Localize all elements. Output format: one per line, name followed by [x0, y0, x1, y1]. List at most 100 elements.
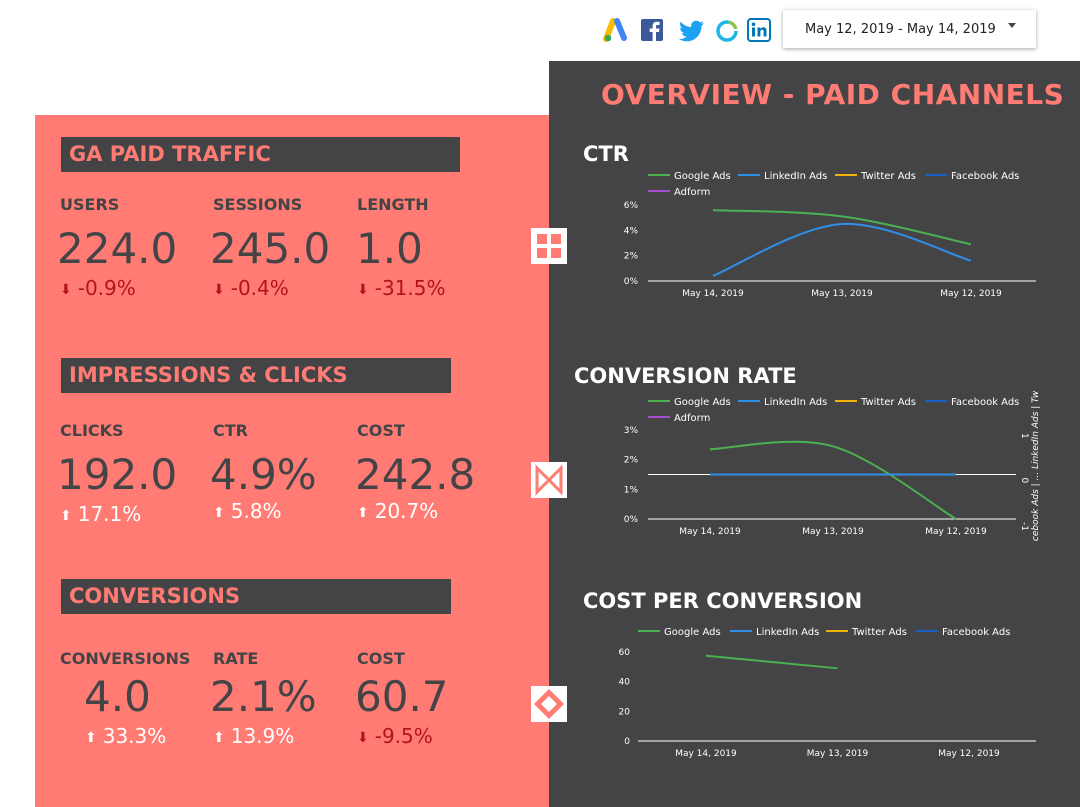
grid-icon [531, 228, 567, 264]
legend-label: Adform [674, 413, 710, 424]
legend-label: Facebook Ads [951, 397, 1019, 408]
twitter-icon[interactable] [678, 18, 704, 44]
legend-label: Adform [674, 187, 710, 198]
metric-value-conv-cost: 60.7 [355, 672, 449, 721]
y-tick-label: 6% [624, 201, 639, 211]
arrow-up-icon: ⬆ [357, 505, 369, 521]
metric-delta-ctr: ⬆ 5.8% [213, 499, 282, 523]
cost-per-conversion-chart: Google Ads LinkedIn Ads Twitter Ads Faceboo… [619, 627, 1036, 759]
metric-value-sessions: 245.0 [210, 224, 331, 273]
legend-label: Google Ads [664, 627, 721, 638]
x-tick-label: May 14, 2019 [675, 749, 737, 759]
facebook-icon[interactable] [640, 18, 666, 44]
legend-label: Facebook Ads [951, 171, 1019, 182]
metric-value-rate: 2.1% [210, 672, 317, 721]
ctr-chart: Google Ads LinkedIn Ads Twitter Ads Faceboo… [624, 171, 1036, 299]
adform-icon[interactable] [714, 18, 740, 44]
series-line-google-ads [709, 440, 957, 520]
metric-value-conversions: 4.0 [84, 672, 151, 721]
x-tick-label: May 13, 2019 [802, 527, 864, 537]
metric-label-clicks: CLICKS [60, 421, 124, 440]
metric-delta-cost: ⬆ 20.7% [357, 499, 439, 523]
metric-label-conversions: CONVERSIONS [60, 649, 191, 668]
arrow-down-icon: ⬇ [357, 730, 369, 746]
arrow-up-icon: ⬆ [213, 505, 225, 521]
kpi-panel [35, 115, 549, 807]
x-tick-label: May 13, 2019 [811, 289, 873, 299]
chart-title-conversion-rate: CONVERSION RATE [574, 364, 797, 388]
metric-delta-conversions: ⬆ 33.3% [85, 724, 167, 748]
metric-label-users: USERS [60, 195, 120, 214]
legend-label: Twitter Ads [860, 171, 916, 182]
metric-label-conv-cost: COST [357, 649, 405, 668]
y-right-tick-label: -1 [1019, 522, 1029, 531]
charts-panel [549, 61, 1080, 807]
legend-label: Google Ads [674, 397, 731, 408]
date-range-text: May 12, 2019 - May 14, 2019 [805, 22, 996, 37]
metric-label-length: LENGTH [357, 195, 429, 214]
arrow-up-icon: ⬆ [60, 508, 72, 524]
metric-delta-length: ⬇ -31.5% [357, 276, 446, 300]
diamond-icon [531, 686, 567, 722]
y-tick-label: 1% [624, 485, 639, 495]
y-tick-label: 0 [624, 737, 630, 747]
section-title-conversions: CONVERSIONS [61, 579, 451, 614]
x-tick-label: May 13, 2019 [807, 749, 869, 759]
arrow-down-icon: ⬇ [60, 282, 72, 298]
metric-label-ctr: CTR [213, 421, 248, 440]
metric-value-cost: 242.8 [355, 450, 476, 499]
arrow-up-icon: ⬆ [85, 730, 97, 746]
y-tick-label: 0% [624, 277, 639, 287]
series-line-google-ads [712, 209, 972, 246]
metric-value-clicks: 192.0 [57, 450, 178, 499]
series-line-linkedin-ads [712, 222, 972, 277]
metric-label-sessions: SESSIONS [213, 195, 303, 214]
section-title-ga-paid-traffic: GA PAID TRAFFIC [61, 137, 460, 172]
google-ads-icon[interactable] [603, 18, 629, 44]
metric-delta-clicks: ⬆ 17.1% [60, 502, 142, 526]
metric-delta-users: ⬇ -0.9% [60, 276, 136, 300]
arrow-down-icon: ⬇ [213, 282, 225, 298]
metric-value-ctr: 4.9% [210, 450, 317, 499]
legend-label: LinkedIn Ads [764, 397, 827, 408]
x-tick-label: May 12, 2019 [938, 749, 1000, 759]
y-tick-label: 60 [619, 648, 631, 658]
x-tick-label: May 14, 2019 [682, 289, 744, 299]
y-right-axis-label: Ads | Facebook Ads | ... LinkedIn Ads | … [1031, 391, 1041, 541]
metric-value-length: 1.0 [356, 224, 423, 273]
section-title-impressions-clicks: IMPRESSIONS & CLICKS [61, 358, 451, 393]
y-tick-label: 2% [624, 456, 639, 466]
metric-delta-rate: ⬆ 13.9% [213, 724, 295, 748]
metric-label-cost: COST [357, 421, 405, 440]
x-tick-label: May 12, 2019 [940, 289, 1002, 299]
legend-label: LinkedIn Ads [756, 627, 819, 638]
y-tick-label: 3% [624, 426, 639, 436]
chevron-down-icon[interactable] [1008, 23, 1016, 28]
y-tick-label: 0% [624, 515, 639, 525]
metric-label-rate: RATE [213, 649, 259, 668]
bowtie-icon [531, 462, 567, 498]
y-tick-label: 2% [624, 252, 639, 262]
legend-label: LinkedIn Ads [764, 171, 827, 182]
legend-label: Facebook Ads [942, 627, 1010, 638]
y-tick-label: 4% [624, 226, 639, 236]
chart-title-ctr: CTR [583, 142, 629, 166]
overview-title: OVERVIEW - PAID CHANNELS [601, 78, 1065, 111]
x-tick-label: May 14, 2019 [679, 527, 741, 537]
metric-value-users: 224.0 [57, 224, 178, 273]
linkedin-icon[interactable] [747, 18, 773, 44]
legend-label: Twitter Ads [851, 627, 907, 638]
date-range-picker[interactable]: May 12, 2019 - May 14, 2019 [783, 10, 1036, 48]
conversion-rate-chart: Google Ads LinkedIn Ads Twitter Ads Faceboo… [624, 391, 1041, 541]
y-tick-label: 20 [619, 707, 631, 717]
x-tick-label: May 12, 2019 [925, 527, 987, 537]
y-right-tick-label: 1 [1019, 433, 1029, 439]
arrow-down-icon: ⬇ [357, 282, 369, 298]
series-line-google-ads [705, 654, 838, 670]
metric-delta-sessions: ⬇ -0.4% [213, 276, 289, 300]
legend-label: Google Ads [674, 171, 731, 182]
arrow-up-icon: ⬆ [213, 730, 225, 746]
chart-title-cost-per-conversion: COST PER CONVERSION [583, 589, 863, 613]
legend-label: Twitter Ads [860, 397, 916, 408]
y-right-tick-label: 0 [1019, 478, 1029, 484]
